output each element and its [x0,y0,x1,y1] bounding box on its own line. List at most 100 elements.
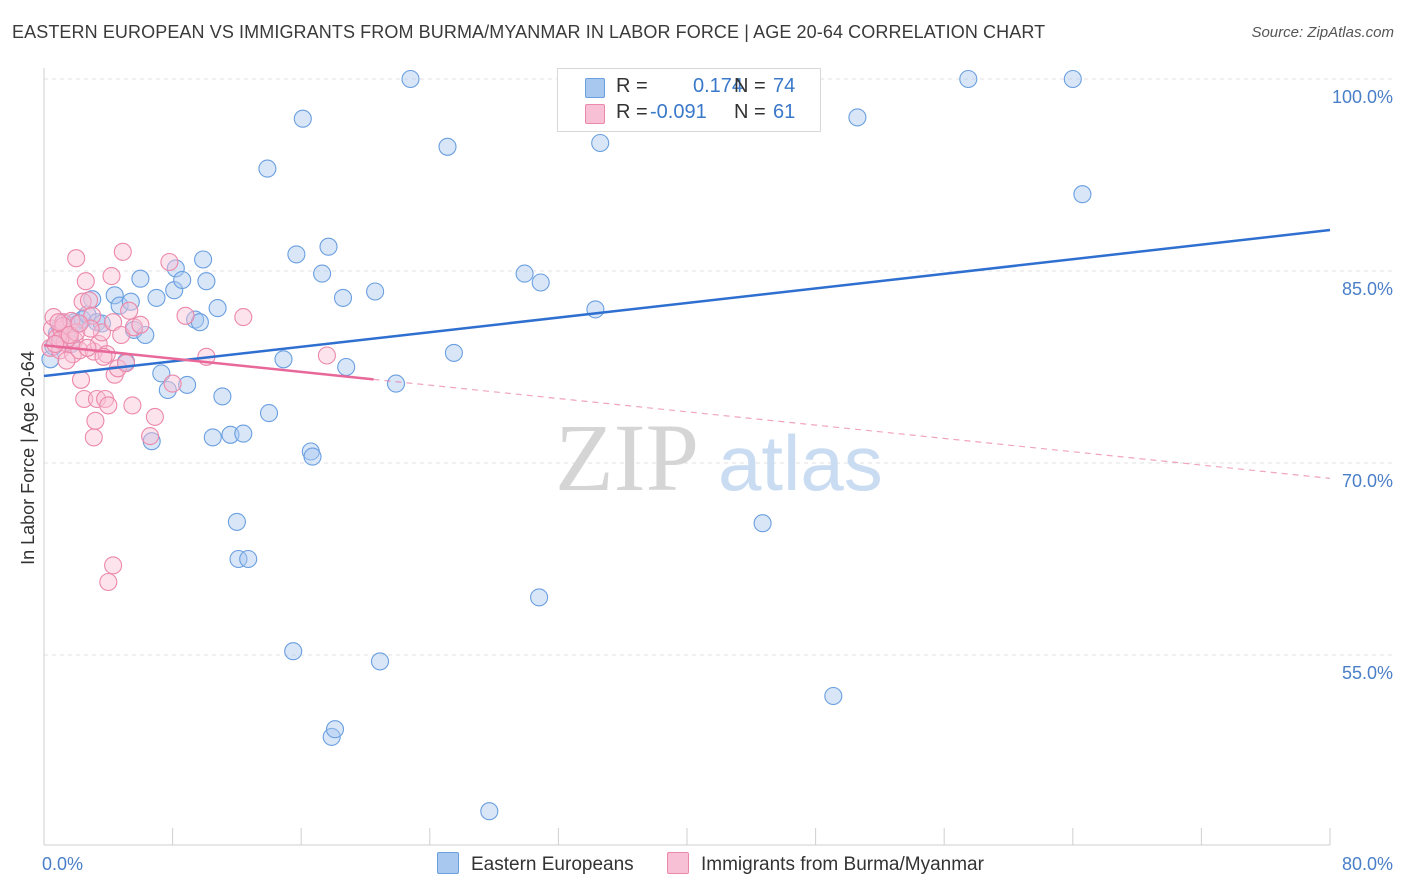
eastern-european-point [274,350,293,369]
burma-myanmar-point [99,572,118,592]
eastern-european-point [194,250,213,269]
bottom-legend-label: Eastern Europeans [471,854,634,875]
bottom-legend-burma-myanmar: Immigrants from Burma/Myanmar [667,852,984,876]
eastern-european-point [152,364,171,383]
burma-myanmar-point [145,407,164,426]
eastern-european-point [438,137,457,156]
x-tick-label: 0.0% [42,854,83,874]
burma-myanmar-point [163,374,182,393]
eastern-european-point [959,69,978,89]
eastern-european-point [444,343,463,362]
eastern-european-point [110,296,129,315]
eastern-european-point [258,159,277,178]
eastern-european-point [1073,185,1092,204]
eastern-european-point [531,273,550,292]
burma-myanmar-point [176,306,195,325]
y-tick-label: 70.0% [1342,471,1393,491]
bottom-legend-label: Immigrants from Burma/Myanmar [701,854,984,875]
y-tick-label: 55.0% [1342,663,1393,683]
eastern-european-point [221,425,240,444]
burma-myanmar-point [71,370,91,389]
burma-myanmar-point [49,313,68,332]
eastern-european-point [208,299,227,318]
source-credit: Source: ZipAtlas.com [1251,24,1394,41]
eastern-european-point [1063,69,1082,89]
legend-n-label: N = [734,75,766,97]
eastern-european-point [325,720,345,739]
burma-myanmar-point [92,323,111,342]
eastern-european-point [515,264,534,283]
burma-myanmar-point [97,345,116,364]
burma-myanmar-point [317,346,336,365]
watermark-zip: ZIP [555,404,699,511]
eastern-european-point [239,549,258,569]
eastern-european-point [824,686,843,706]
zipatlas-watermark: ZIP atlas [555,404,883,511]
y-axis-label: In Labor Force | Age 20-64 [18,351,38,565]
eastern-european-point [121,292,140,311]
y-tick-label: 100.0% [1332,87,1393,107]
burma-myanmar-point [141,427,160,446]
eastern-european-point [147,288,166,307]
eastern-european-point [333,288,353,307]
eastern-european-point [229,549,248,569]
chart-title: EASTERN EUROPEAN VS IMMIGRANTS FROM BURM… [12,22,1046,42]
eastern-european-point [178,375,197,394]
burma-myanmar-point [131,315,150,334]
legend-n-value: 61 [773,101,796,123]
eastern-european-point [166,259,185,278]
legend-swatch-pink [585,104,605,124]
burma-myanmar-point [99,396,118,415]
legend-r-label: R = [616,75,648,97]
x-tick-label: 80.0% [1342,854,1393,874]
eastern-european-point [366,282,385,301]
burma-myanmar-point [73,292,92,311]
correlation-legend: R = 0.174 N = 74 R = -0.091 N = 61 [557,68,821,132]
burma-myanmar-point [104,556,123,575]
eastern-european-point [203,428,222,447]
eastern-european-point [319,237,338,256]
eastern-european-point [293,109,312,128]
burma-myanmar-point [123,396,142,415]
eastern-european-point [227,512,246,531]
burma-myanmar-point [57,351,76,370]
burma-myanmar-point [75,389,94,409]
eastern-european-point [259,404,279,423]
legend-r-value: 0.174 [693,75,744,97]
legend-swatch-blue [585,78,605,98]
eastern-european-point [337,357,356,377]
legend-n-value: 74 [773,75,796,97]
eastern-european-point [186,310,205,329]
burma-myanmar-point [102,267,121,286]
burma-myanmar-point [70,314,89,333]
bottom-legend-swatch-pink [667,852,689,874]
burma-myanmar-point [84,428,103,447]
eastern-european-point [480,802,499,821]
eastern-european-point [591,133,610,153]
eastern-european-point [401,69,420,89]
bottom-legend-swatch-blue [437,852,459,874]
eastern-european-point [287,245,306,264]
legend-r-value: -0.091 [650,101,707,123]
eastern-european-trend-line [43,228,1331,378]
burma-myanmar-point [79,291,99,310]
legend-row-eastern-europeans: R = 0.174 N = 74 [558,75,820,101]
burma-myanmar-point [81,319,100,338]
legend-row-burma-myanmar: R = -0.091 N = 61 [558,101,820,127]
eastern-european-point [131,269,150,288]
eastern-european-point [586,300,605,319]
eastern-european-point [234,424,253,443]
legend-r-label: R = [616,101,648,123]
watermark-atlas: atlas [718,419,883,507]
bottom-legend-eastern-europeans: Eastern Europeans [437,852,634,876]
burma-myanmar-point [67,249,86,268]
eastern-european-point [284,642,303,661]
burma-myanmar-point [46,334,65,354]
burma-myanmar-point [78,338,97,357]
eastern-european-point [848,108,867,127]
eastern-european-point [370,652,390,671]
burma-myanmar-point [60,325,79,345]
burma-myanmar-point [116,354,136,373]
burma-myanmar-point [120,301,139,320]
